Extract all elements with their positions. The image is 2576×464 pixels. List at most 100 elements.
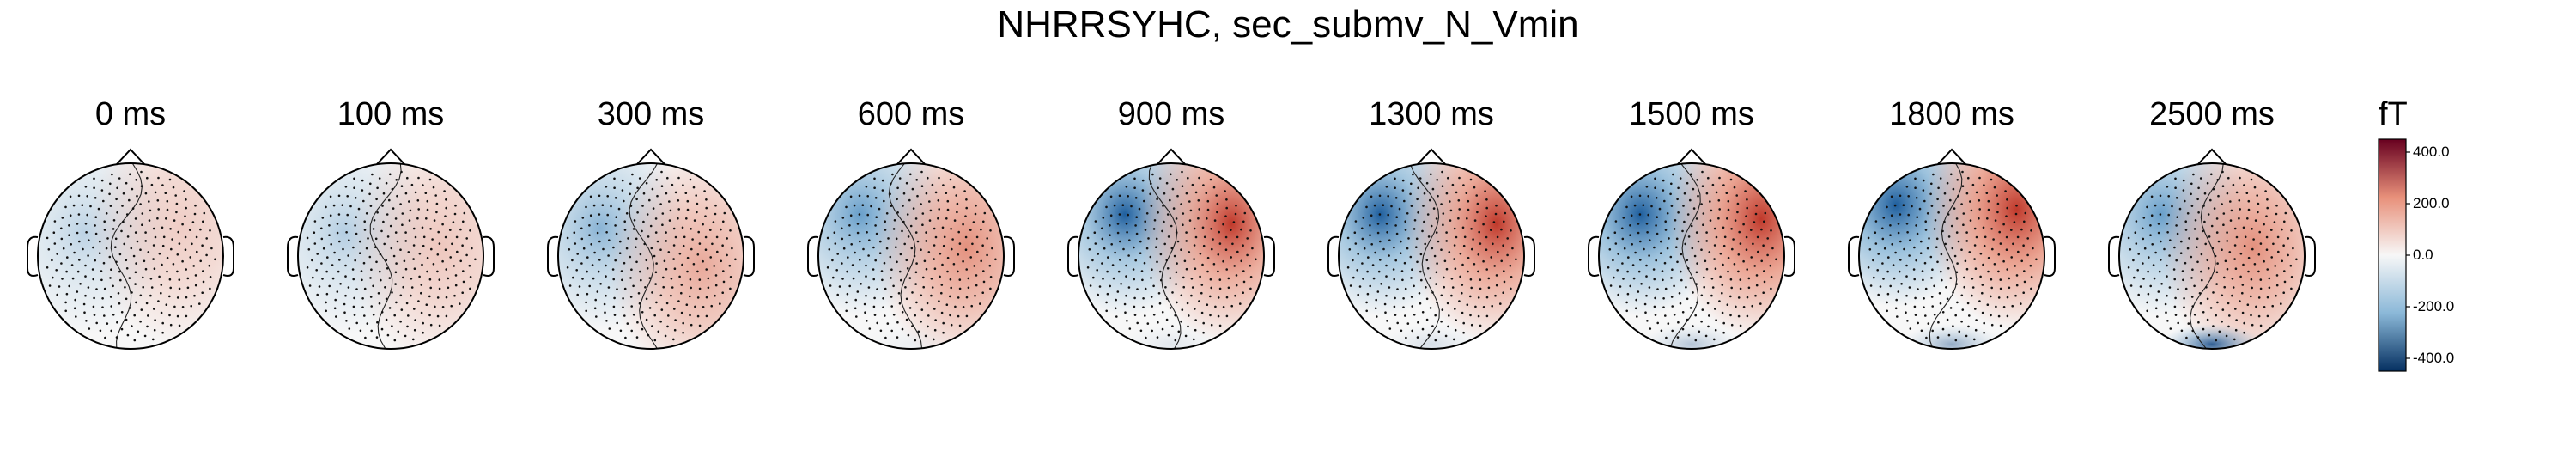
sensor-marker — [666, 325, 669, 328]
sensor-marker — [353, 177, 355, 180]
sensor-marker — [2227, 302, 2230, 305]
sensor-marker — [469, 287, 471, 290]
sensor-marker — [367, 237, 369, 240]
sensor-marker — [927, 251, 931, 253]
sensor-marker — [402, 285, 405, 289]
sensor-marker — [689, 314, 691, 317]
sensor-marker — [950, 286, 952, 290]
sensor-marker — [441, 259, 444, 263]
sensor-marker — [438, 287, 441, 290]
sensor-marker — [181, 259, 184, 263]
sensor-marker — [1639, 240, 1642, 243]
sensor-marker — [635, 260, 638, 264]
sensor-marker — [1386, 320, 1388, 322]
sensor-marker — [315, 269, 319, 272]
sensor-marker — [1640, 283, 1643, 285]
sensor-marker — [1950, 224, 1953, 228]
sensor-marker — [1156, 260, 1158, 264]
sensor-marker — [680, 311, 683, 314]
sensor-marker — [1973, 244, 1977, 247]
sensor-marker — [976, 250, 979, 253]
sensor-marker — [203, 211, 206, 215]
sensor-marker — [108, 255, 112, 259]
sensor-marker — [380, 311, 384, 314]
sensor-marker — [576, 293, 579, 296]
sensor-marker — [1956, 179, 1959, 181]
sensor-marker — [1713, 227, 1716, 230]
sensor-marker — [1502, 244, 1504, 247]
sensor-marker — [2217, 194, 2220, 198]
sensor-marker — [1930, 205, 1934, 207]
sensor-marker — [1410, 182, 1413, 186]
sensor-marker — [2250, 295, 2252, 298]
sensor-marker — [2215, 217, 2219, 220]
sensor-marker — [1423, 220, 1425, 223]
sensor-marker — [1730, 323, 1734, 327]
sensor-marker — [2194, 218, 2197, 222]
sensor-marker — [2187, 322, 2190, 325]
sensor-marker — [1385, 294, 1388, 297]
sensor-marker — [2229, 219, 2233, 222]
sensor-marker — [726, 237, 728, 240]
sensor-marker — [1377, 270, 1381, 273]
sensor-dots — [1607, 170, 1777, 342]
sensor-marker — [354, 259, 357, 262]
sensor-marker — [920, 203, 922, 205]
sensor-marker — [185, 206, 187, 210]
sensor-marker — [673, 308, 676, 310]
sensor-marker — [450, 304, 453, 308]
sensor-marker — [84, 186, 88, 188]
sensor-marker — [1151, 173, 1154, 176]
sensor-marker — [957, 230, 960, 234]
sensor-marker — [2190, 255, 2193, 259]
sensor-marker — [1225, 198, 1228, 201]
sensor-marker — [2005, 235, 2008, 239]
sensor-marker — [905, 297, 908, 301]
sensor-marker — [1701, 170, 1704, 174]
sensor-marker — [1246, 237, 1249, 240]
sensor-marker — [176, 314, 179, 318]
sensor-marker — [2127, 266, 2130, 269]
sensor-marker — [1969, 200, 1971, 203]
sensor-marker — [334, 298, 337, 302]
sensor-marker — [1637, 290, 1640, 293]
sensor-marker — [1997, 296, 2001, 299]
sensor-marker — [2002, 306, 2006, 308]
sensor-marker — [604, 311, 606, 314]
sensor-marker — [1198, 208, 1200, 211]
sensor-marker — [1176, 240, 1180, 243]
sensor-marker — [983, 211, 987, 215]
sensor-marker — [1975, 235, 1978, 239]
sensor-marker — [444, 235, 447, 239]
sensor-marker — [1747, 286, 1751, 290]
sensor-marker — [158, 275, 161, 278]
sensor-marker — [1393, 278, 1395, 281]
sensor-marker — [372, 228, 375, 230]
sensor-marker — [198, 302, 201, 305]
sensor-marker — [382, 192, 386, 195]
sensor-marker — [144, 192, 148, 195]
sensor-marker — [1676, 260, 1679, 264]
sensor-marker — [1458, 176, 1461, 180]
sensor-marker — [1249, 229, 1252, 232]
sensor-marker — [364, 336, 367, 339]
sensor-marker — [1963, 285, 1965, 289]
sensor-marker — [214, 258, 216, 261]
sensor-marker — [1167, 333, 1170, 337]
sensor-marker — [1118, 213, 1121, 216]
sensor-marker — [655, 179, 658, 181]
sensor-marker — [870, 205, 872, 208]
sensor-marker — [1947, 333, 1951, 337]
sensor-marker — [1646, 231, 1649, 234]
sensor-marker — [1913, 246, 1916, 249]
sensor-marker — [1242, 270, 1245, 272]
sensor-marker — [1626, 292, 1630, 296]
sensor-marker — [325, 309, 328, 313]
sensor-marker — [697, 230, 700, 234]
sensor-marker — [1175, 231, 1178, 234]
sensor-marker — [598, 194, 601, 198]
sensor-marker — [672, 338, 675, 341]
sensor-marker — [1240, 259, 1242, 263]
sensor-marker — [1676, 336, 1680, 339]
sensor-marker — [896, 198, 898, 201]
